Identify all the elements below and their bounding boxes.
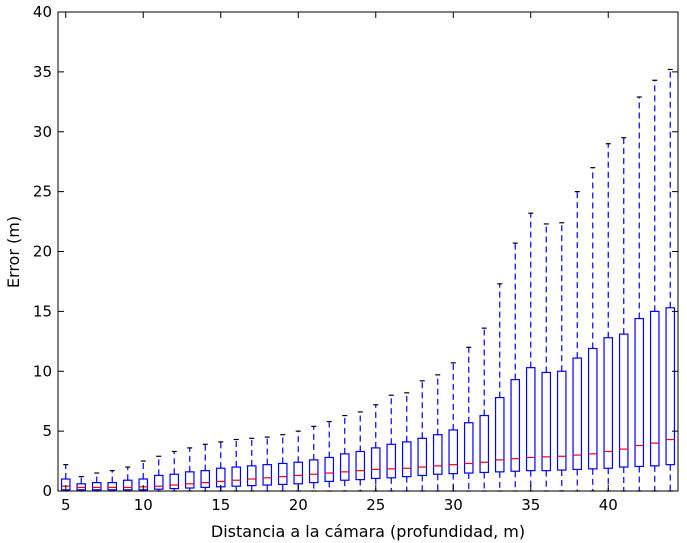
box-group [510, 242, 521, 492]
y-tick-label: 20 [33, 243, 52, 261]
box-group [541, 223, 552, 492]
box-iqr [556, 370, 567, 471]
box-iqr [541, 371, 552, 472]
box-iqr [308, 459, 319, 484]
box-group [386, 394, 397, 492]
x-tick-label: 5 [61, 496, 71, 514]
box-iqr [324, 456, 335, 483]
box-iqr [572, 357, 583, 471]
box-group [417, 380, 428, 492]
box-group [184, 447, 195, 492]
box-iqr [386, 443, 397, 479]
box-group [91, 472, 102, 492]
box-iqr [665, 307, 676, 466]
box-iqr [169, 473, 180, 490]
x-axis-label: Distancia a la cámara (profundidad, m) [211, 522, 525, 541]
y-tick-label: 25 [33, 183, 52, 201]
box-group [76, 476, 87, 492]
x-tick-label: 40 [599, 496, 618, 514]
box-iqr [432, 434, 443, 475]
box-group [401, 392, 412, 492]
y-tick-label: 35 [33, 63, 52, 81]
box-group [556, 222, 567, 492]
box-group [355, 411, 366, 492]
box-iqr [587, 347, 598, 470]
box-group [107, 470, 118, 492]
box-group [634, 96, 645, 492]
box-iqr [293, 461, 304, 485]
box-group [665, 68, 676, 492]
box-iqr [417, 437, 428, 477]
y-tick-label: 30 [33, 123, 52, 141]
box-iqr [262, 464, 273, 486]
box-iqr [277, 462, 288, 486]
box-group [525, 212, 536, 492]
box-iqr [215, 467, 226, 488]
box-iqr [618, 333, 629, 468]
x-tick-label: 35 [521, 496, 540, 514]
box-group [494, 283, 505, 492]
box-group [603, 143, 614, 492]
y-tick-label: 40 [33, 3, 52, 21]
plot-frame [57, 11, 679, 492]
box-group [293, 430, 304, 492]
box-group [231, 438, 242, 492]
box-group [169, 450, 180, 492]
box-group [618, 137, 629, 492]
boxes-layer [60, 68, 676, 492]
y-axis-label: Error (m) [4, 216, 23, 288]
box-iqr [401, 441, 412, 478]
y-tick-label: 15 [33, 302, 52, 320]
box-group [246, 437, 257, 492]
box-iqr [153, 474, 164, 490]
box-group [339, 414, 350, 492]
box-group [432, 374, 443, 492]
x-tick-label: 25 [366, 496, 385, 514]
box-iqr [649, 310, 660, 467]
box-group [200, 443, 211, 492]
box-iqr [246, 465, 257, 487]
box-group [649, 79, 660, 492]
box-group [324, 420, 335, 492]
x-tick-label: 30 [444, 496, 463, 514]
box-group [277, 434, 288, 492]
box-group [587, 167, 598, 492]
x-tick-label: 10 [134, 496, 153, 514]
box-iqr [122, 479, 133, 491]
box-iqr [339, 453, 350, 481]
box-iqr [91, 482, 102, 491]
box-iqr [634, 317, 645, 468]
box-group [463, 346, 474, 492]
x-tick-label: 15 [211, 496, 230, 514]
y-tick-label: 5 [42, 422, 52, 440]
box-group [153, 455, 164, 492]
box-group [262, 436, 273, 492]
box-iqr [231, 466, 242, 487]
y-tick-label: 10 [33, 362, 52, 380]
box-group [308, 425, 319, 492]
box-iqr [448, 429, 459, 475]
box-iqr [510, 379, 521, 472]
box-group [122, 466, 133, 492]
x-tick-label: 20 [289, 496, 308, 514]
box-iqr [355, 450, 366, 481]
box-iqr [494, 396, 505, 473]
box-iqr [463, 422, 474, 474]
box-group [572, 191, 583, 492]
y-tick-label: 0 [42, 482, 52, 500]
box-iqr [200, 470, 211, 489]
box-iqr [603, 337, 614, 469]
box-iqr [525, 367, 536, 472]
box-group [215, 441, 226, 492]
box-iqr [107, 482, 118, 491]
box-group [479, 327, 490, 492]
box-iqr [479, 414, 490, 474]
box-iqr [184, 471, 195, 489]
box-group [448, 362, 459, 492]
box-iqr [370, 447, 381, 480]
box-group [370, 404, 381, 492]
